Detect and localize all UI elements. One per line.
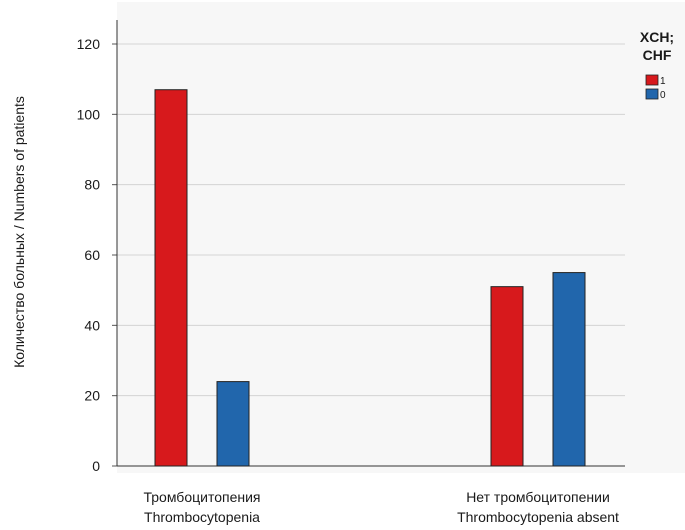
gridlines [112,43,625,467]
bar-1-series-0 [552,272,586,467]
legend-title: XCH; [640,29,674,45]
legend: XCH; CHF 1 0 [640,29,674,101]
y-tick-label: 80 [84,177,100,193]
bars [154,89,586,467]
category-label: Thrombocytopenia absent [457,509,619,525]
y-axis-label: Количество больных / Numbers of patients [11,96,27,368]
bar-1-series-1 [490,286,524,467]
y-tick-label: 60 [84,247,100,263]
axes [116,20,625,467]
legend-title: CHF [643,47,672,63]
y-tick-label: 120 [77,36,101,52]
legend-label: 0 [660,90,666,101]
category-label: Тромбоцитопения [144,489,261,505]
y-tick-label: 20 [84,388,100,404]
legend-swatch [645,88,659,100]
bar-0-series-0 [216,381,250,467]
y-tick-labels: 0 20 40 60 80 100 120 [77,36,101,474]
bar-0-series-1 [154,89,188,467]
legend-label: 1 [660,76,666,87]
category-label: Нет тромбоцитопении [466,489,610,505]
category-labels: Тромбоцитопения Thrombocytopenia Нет тромб… [144,489,620,525]
plot-background [117,2,685,473]
y-tick-label: 100 [77,106,101,122]
category-label: Thrombocytopenia [144,509,260,525]
legend-swatch [645,74,659,86]
y-tick-label: 0 [92,458,100,474]
y-tick-label: 40 [84,317,100,333]
